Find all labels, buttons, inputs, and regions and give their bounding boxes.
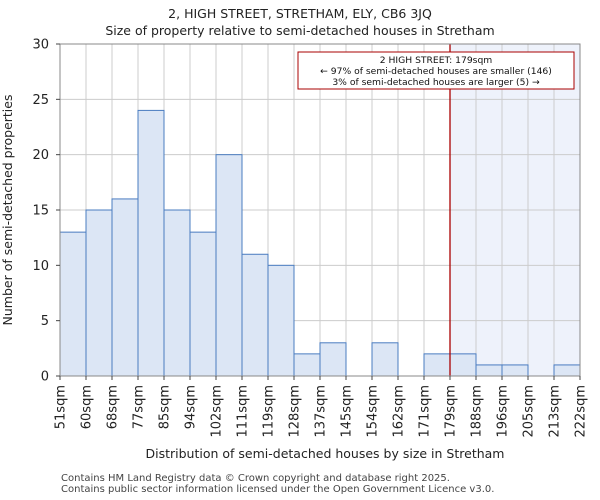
bar-77sqm [137, 109, 165, 377]
x-tick-label: 188sqm [470, 385, 485, 438]
bar-51sqm [59, 231, 87, 377]
bar-119sqm [267, 264, 295, 377]
bar-60sqm [85, 209, 113, 377]
x-tick-label: 222sqm [574, 385, 589, 438]
bar-68sqm [111, 198, 139, 377]
x-tick-label: 111sqm [236, 385, 251, 438]
x-tick-label: 205sqm [522, 385, 537, 438]
bar-94sqm [189, 231, 217, 377]
x-tick-label: 171sqm [418, 385, 433, 438]
y-tick-label: 20 [32, 148, 49, 163]
bar-179sqm [449, 353, 477, 377]
x-tick-label: 85sqm [158, 385, 173, 429]
y-tick-label: 10 [32, 259, 49, 274]
y-tick-label: 30 [32, 38, 49, 53]
bar-171sqm [423, 353, 451, 377]
chart-title: 2, HIGH STREET, STRETHAM, ELY, CB6 3JQ [168, 6, 432, 21]
x-tick-label: 119sqm [262, 385, 277, 438]
annotation-line-3: 3% of semi-detached houses are larger (5… [332, 77, 540, 88]
bar-213sqm [553, 364, 581, 377]
bar-85sqm [163, 209, 191, 377]
bar-128sqm [293, 353, 321, 377]
x-tick-label: 94sqm [184, 385, 199, 429]
y-tick-label: 15 [32, 204, 49, 219]
footer-line-1: Contains HM Land Registry data © Crown c… [61, 473, 450, 484]
bar-chart: 0 5 10 15 20 25 30 51sqm 60sqm 68sqm 77sqm 85sqm 94… [0, 38, 589, 462]
x-tick-label: 68sqm [106, 385, 121, 429]
y-tick-label: 5 [41, 314, 49, 329]
x-tick-label: 51sqm [54, 385, 69, 429]
bar-188sqm [475, 364, 503, 377]
bar-111sqm [241, 253, 269, 377]
x-tick-label: 60sqm [80, 385, 95, 429]
x-tick-label: 145sqm [340, 385, 355, 438]
x-tick-label: 128sqm [288, 385, 303, 438]
chart-subtitle: Size of property relative to semi-detach… [105, 23, 495, 38]
x-tick-label: 154sqm [366, 385, 381, 438]
annotation-border [297, 51, 575, 90]
x-tick-label: 137sqm [314, 385, 329, 438]
bar-137sqm [319, 342, 347, 377]
x-axis-label: Distribution of semi-detached houses by … [146, 446, 505, 461]
y-tick-label: 0 [41, 370, 49, 385]
y-tick-label: 25 [32, 93, 49, 108]
x-tick-label: 196sqm [496, 385, 511, 438]
x-tick-label: 179sqm [444, 385, 459, 438]
annotation-line-2: ← 97% of semi-detached houses are smalle… [320, 66, 552, 77]
x-tick-label: 162sqm [392, 385, 407, 438]
bar-196sqm [501, 364, 529, 377]
bar-154sqm [371, 342, 399, 377]
footer-line-2: Contains public sector information licen… [61, 484, 495, 495]
annotation-line-1: 2 HIGH STREET: 179sqm [380, 55, 493, 66]
annotation-box: 2 HIGH STREET: 179sqm ← 97% of semi-deta… [297, 51, 575, 90]
x-tick-label: 213sqm [548, 385, 563, 438]
y-axis-label: Number of semi-detached properties [0, 95, 15, 326]
bar-102sqm [215, 154, 243, 377]
x-tick-label: 102sqm [210, 385, 225, 438]
x-tick-label: 77sqm [132, 385, 147, 429]
